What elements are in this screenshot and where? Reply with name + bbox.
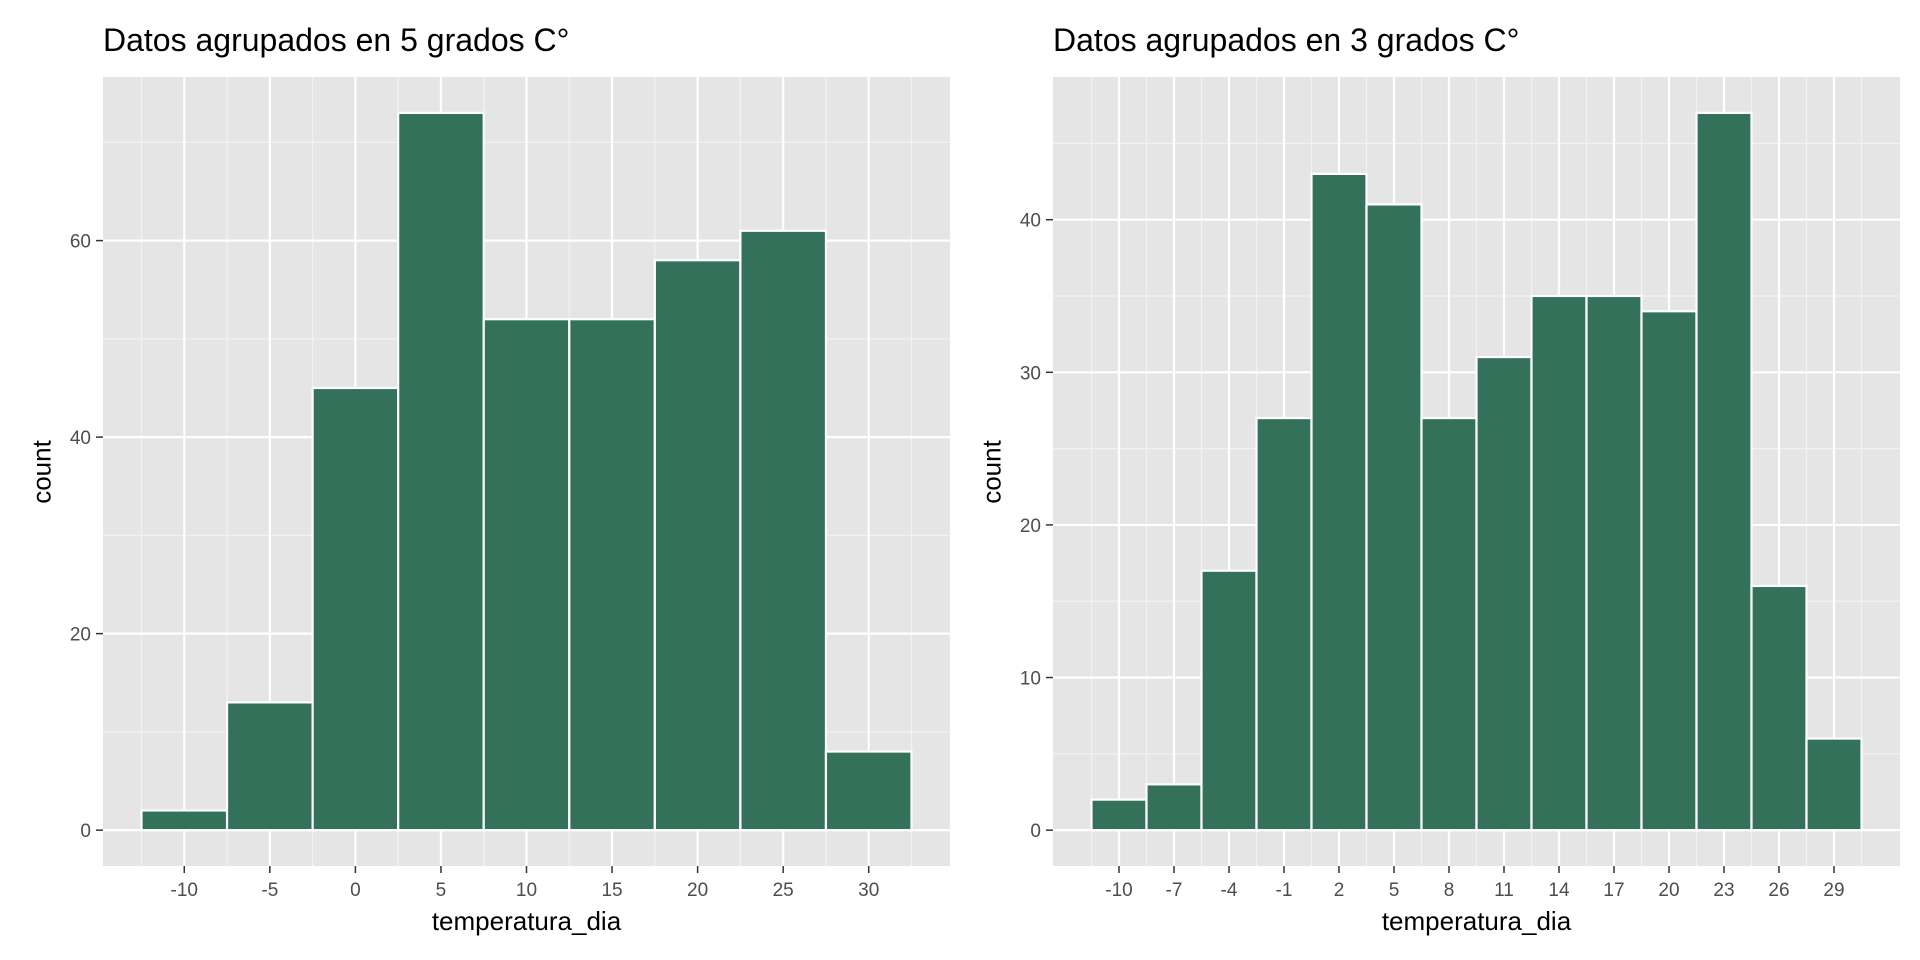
histogram-bar (824, 750, 913, 832)
histogram-bar (1200, 569, 1258, 832)
histogram-bar (1695, 111, 1753, 832)
plot-panel: -10 -5 0 5 10 15 20 25 30 0 20 40 60 (70, 77, 950, 901)
x-tick-label: 26 (1768, 880, 1789, 901)
histogram-bar (225, 701, 314, 832)
x-tick-label: 30 (858, 880, 879, 901)
y-axis-label: count (976, 439, 1007, 504)
histogram-bar (140, 809, 229, 832)
y-tick-label: 20 (70, 625, 91, 646)
x-tick-label: -10 (1105, 880, 1132, 901)
histogram-bar (1640, 310, 1698, 832)
x-tick-label: 14 (1548, 880, 1570, 901)
histogram-bar (568, 318, 656, 832)
x-tick-label: 20 (687, 880, 708, 901)
x-tick-label: 17 (1603, 880, 1624, 901)
chart-title: Datos agrupados en 5 grados C° (103, 22, 570, 58)
y-tick-label: 40 (70, 428, 91, 449)
x-tick-label: 8 (1444, 880, 1455, 901)
histogram-bar (482, 318, 571, 832)
histogram-bar (1585, 294, 1643, 832)
y-axis-label: count (26, 439, 57, 504)
histogram-bar (1530, 294, 1588, 832)
x-tick-label: 20 (1658, 880, 1679, 901)
histogram-5-degrees: Datos agrupados en 5 grados C° -10 -5 0 5 10… (26, 22, 950, 936)
x-tick-label: 15 (601, 880, 622, 901)
x-tick-label: -10 (171, 880, 198, 901)
histogram-bar (1750, 584, 1808, 832)
chart-title: Datos agrupados en 3 grados C° (1053, 22, 1520, 58)
histogram-bar (1310, 172, 1368, 832)
y-tick-label: 40 (1020, 211, 1041, 232)
x-tick-label: 25 (773, 880, 794, 901)
x-tick-label: -4 (1221, 880, 1238, 901)
histogram-bar (1475, 355, 1533, 832)
histogram-bar (1255, 416, 1313, 832)
x-tick-label: 11 (1494, 880, 1514, 901)
x-tick-label: -5 (261, 880, 278, 901)
histogram-bar (653, 259, 742, 832)
histogram-bar (739, 229, 828, 832)
y-tick-label: 0 (80, 821, 91, 842)
x-tick-label: 0 (350, 880, 361, 901)
histogram-bar (311, 386, 400, 832)
x-tick-label: 5 (1389, 880, 1400, 901)
x-tick-label: -1 (1276, 880, 1293, 901)
histogram-3-degrees: Datos agrupados en 3 grados C° -10 -7 -4 -1… (960, 0, 1920, 960)
x-axis-label: temperatura_dia (1381, 906, 1572, 936)
histogram-bar (1145, 783, 1203, 832)
histogram-bar (1420, 416, 1478, 832)
y-tick-label: 30 (1020, 363, 1041, 384)
plot-panel: -10 -7 -4 -1 2 5 8 11 14 17 20 23 26 29 0 10 20 30 40 (1020, 77, 1900, 901)
y-tick-label: 10 (1020, 669, 1041, 690)
histogram-bar (1365, 203, 1423, 832)
y-tick-label: 0 (1030, 821, 1041, 842)
x-tick-label: -7 (1166, 880, 1183, 901)
x-tick-label: 10 (516, 880, 537, 901)
x-axis-label: temperatura_dia (431, 906, 622, 936)
histogram-bar (397, 111, 485, 832)
x-tick-label: 2 (1334, 880, 1345, 901)
histogram-bar (1805, 737, 1863, 832)
x-tick-label: 29 (1823, 880, 1844, 901)
y-tick-label: 60 (70, 232, 91, 253)
x-tick-label: 23 (1713, 880, 1734, 901)
x-tick-label: 5 (436, 880, 447, 901)
y-tick-label: 20 (1020, 516, 1041, 537)
histogram-bar (1090, 798, 1148, 832)
